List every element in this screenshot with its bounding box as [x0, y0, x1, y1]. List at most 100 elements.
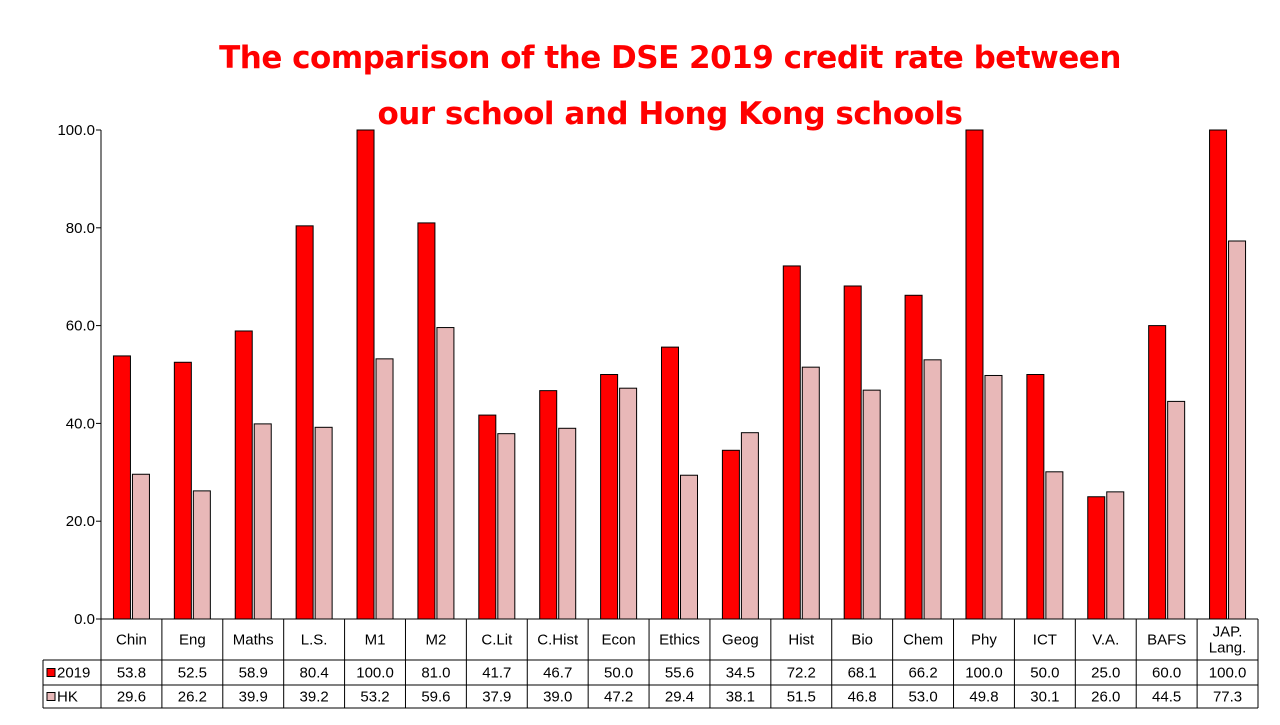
category-label: BAFS [1147, 632, 1186, 649]
y-tick-label: 0.0 [74, 611, 95, 628]
legend-key-hk [46, 692, 56, 701]
data-label-2019: 100.0 [965, 665, 1003, 682]
y-tick-label: 40.0 [66, 415, 95, 432]
category-label: C.Lit [481, 632, 513, 649]
data-label-hk: 77.3 [1213, 689, 1242, 706]
bar-hk [619, 387, 638, 620]
data-label-2019: 68.1 [848, 665, 877, 682]
category-label: Hist [788, 632, 815, 649]
data-label-2019: 50.0 [604, 665, 633, 682]
category-label: Econ [602, 632, 636, 649]
category-label: Maths [233, 632, 274, 649]
bar-hk [740, 432, 759, 620]
data-label-hk: 39.0 [543, 689, 572, 706]
data-label-hk: 49.8 [969, 689, 998, 706]
bar-hk [1167, 400, 1186, 620]
category-label: Lang. [1209, 640, 1247, 657]
data-label-2019: 55.6 [665, 665, 694, 682]
data-label-hk: 51.5 [787, 689, 816, 706]
category-label: L.S. [301, 632, 328, 649]
bar-2019 [478, 414, 497, 620]
y-tick-label: 20.0 [66, 513, 95, 530]
bar-hk [801, 366, 820, 620]
bar-2019 [1087, 496, 1106, 620]
legend-key-2019 [46, 668, 56, 677]
legend-label-2019: 2019 [57, 665, 90, 682]
data-label-hk: 26.2 [178, 689, 207, 706]
bar-hk [1228, 240, 1247, 620]
bar-2019 [1148, 325, 1167, 620]
bar-2019 [356, 129, 375, 620]
bar-hk [680, 474, 698, 620]
bar-2019 [539, 390, 558, 620]
chart-title-line-1: The comparison of the DSE 2019 credit ra… [219, 40, 1121, 76]
category-label: JAP. [1213, 624, 1243, 641]
bar-2019 [965, 129, 984, 620]
bar-2019 [600, 374, 619, 620]
data-label-2019: 58.9 [239, 665, 268, 682]
category-label: M1 [365, 632, 386, 649]
data-label-hk: 37.9 [482, 689, 511, 706]
bar-2019 [173, 361, 192, 620]
bar-hk [436, 327, 455, 620]
category-label: ICT [1033, 632, 1057, 649]
data-label-hk: 30.1 [1030, 689, 1059, 706]
data-label-2019: 80.4 [300, 665, 329, 682]
category-label: V.A. [1092, 632, 1119, 649]
bar-hk [984, 374, 1003, 620]
y-tick-label: 60.0 [66, 318, 95, 335]
data-label-hk: 38.1 [726, 689, 755, 706]
category-label: C.Hist [537, 632, 579, 649]
data-label-2019: 60.0 [1152, 665, 1181, 682]
data-label-hk: 29.4 [665, 689, 694, 706]
bar-2019 [904, 294, 923, 620]
data-label-hk: 46.8 [848, 689, 877, 706]
chart-title-line-2: our school and Hong Kong schools [377, 96, 963, 132]
bar-hk [923, 359, 942, 620]
data-label-2019: 52.5 [178, 665, 207, 682]
bar-hk [253, 423, 272, 620]
data-label-2019: 100.0 [1209, 665, 1247, 682]
data-label-2019: 50.0 [1030, 665, 1059, 682]
category-label: Eng [179, 632, 206, 649]
chart-title: The comparison of the DSE 2019 credit ra… [0, 30, 1280, 142]
data-label-hk: 44.5 [1152, 689, 1181, 706]
bar-hk [1106, 491, 1125, 620]
category-label: Geog [722, 632, 759, 649]
data-label-2019: 100.0 [356, 665, 394, 682]
data-label-2019: 53.8 [117, 665, 146, 682]
data-label-hk: 53.2 [360, 689, 389, 706]
bar-2019 [417, 222, 436, 620]
data-label-hk: 53.0 [908, 689, 937, 706]
data-label-hk: 47.2 [604, 689, 633, 706]
data-label-hk: 39.9 [239, 689, 268, 706]
bar-hk [558, 427, 577, 620]
data-label-2019: 72.2 [787, 665, 816, 682]
bar-hk [131, 473, 150, 620]
bar-hk [314, 426, 333, 620]
data-label-hk: 59.6 [421, 689, 450, 706]
bar-hk [862, 389, 881, 620]
bar-hk [375, 358, 394, 620]
y-tick-label: 80.0 [66, 220, 95, 237]
bar-hk [192, 490, 211, 620]
category-label: Chem [903, 632, 943, 649]
data-label-hk: 29.6 [117, 689, 146, 706]
data-label-2019: 46.7 [543, 665, 572, 682]
bar-2019 [721, 449, 740, 620]
category-label: M2 [425, 632, 446, 649]
category-label: Bio [851, 632, 873, 649]
legend-label-hk: HK [57, 689, 78, 706]
data-label-2019: 81.0 [421, 665, 450, 682]
bar-hk [1045, 471, 1064, 620]
data-label-2019: 41.7 [482, 665, 511, 682]
bar-2019 [112, 355, 131, 620]
data-label-hk: 39.2 [300, 689, 329, 706]
data-label-hk: 26.0 [1091, 689, 1120, 706]
y-tick-label: 100.0 [57, 122, 95, 139]
bar-2019 [1026, 374, 1045, 620]
data-label-2019: 66.2 [908, 665, 937, 682]
bar-2019 [782, 265, 801, 620]
bar-2019 [843, 285, 862, 620]
